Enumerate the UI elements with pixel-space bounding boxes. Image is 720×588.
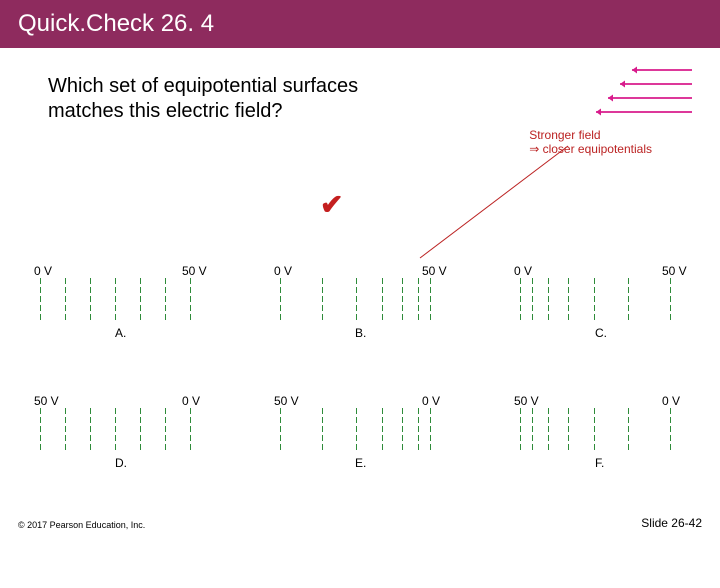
equipotential-line — [280, 278, 281, 323]
equipotential-line — [418, 408, 419, 453]
option-label: C. — [595, 326, 607, 340]
equipotential-line — [65, 278, 66, 323]
equipotential-line — [520, 408, 521, 453]
equipotential-line — [280, 408, 281, 453]
volt-label-right: 50 V — [662, 264, 687, 278]
content-area: Which set of equipotential surfaces matc… — [0, 48, 720, 540]
option-label: E. — [355, 456, 366, 470]
option-label: F. — [595, 456, 604, 470]
slide-title: Quick.Check 26. 4 — [18, 10, 214, 37]
equipotential-line — [40, 278, 41, 323]
equipotential-line — [594, 408, 595, 453]
equipotential-line — [520, 278, 521, 323]
equipotential-line — [548, 278, 549, 323]
option-label: A. — [115, 326, 126, 340]
equipotential-line — [140, 408, 141, 453]
equipotential-line — [90, 408, 91, 453]
equipotential-line — [418, 278, 419, 323]
equipotential-line — [382, 408, 383, 453]
equipotential-line — [322, 278, 323, 323]
volt-label-right: 0 V — [662, 394, 680, 408]
equipotential-line — [548, 408, 549, 453]
equipotential-line — [532, 408, 533, 453]
option-label: D. — [115, 456, 127, 470]
equipotential-line — [356, 408, 357, 453]
volt-label-right: 0 V — [182, 394, 200, 408]
equipotential-line — [670, 408, 671, 453]
equipotential-line — [628, 278, 629, 323]
equipotential-line — [140, 278, 141, 323]
volt-label-left: 50 V — [274, 394, 299, 408]
volt-label-right: 0 V — [422, 394, 440, 408]
equipotential-line — [594, 278, 595, 323]
equipotential-line — [165, 278, 166, 323]
equipotential-line — [430, 278, 431, 323]
equipotential-line — [356, 278, 357, 323]
equipotential-line — [322, 408, 323, 453]
volt-label-left: 50 V — [514, 394, 539, 408]
volt-label-left: 0 V — [274, 264, 292, 278]
equipotential-line — [65, 408, 66, 453]
equipotential-line — [115, 278, 116, 323]
equipotential-line — [115, 408, 116, 453]
copyright-text: © 2017 Pearson Education, Inc. — [18, 520, 145, 530]
options-container: 0 V 50 V A. 0 V 50 V B. 0 V 50 V C. 50 V 0 V D. 50 V… — [0, 48, 720, 528]
equipotential-line — [670, 278, 671, 323]
volt-label-left: 50 V — [34, 394, 59, 408]
equipotential-line — [190, 278, 191, 323]
volt-label-left: 0 V — [34, 264, 52, 278]
equipotential-line — [402, 278, 403, 323]
title-bar: Quick.Check 26. 4 — [0, 0, 720, 48]
volt-label-right: 50 V — [422, 264, 447, 278]
equipotential-line — [382, 278, 383, 323]
equipotential-line — [430, 408, 431, 453]
slide: Quick.Check 26. 4 Which set of equipoten… — [0, 0, 720, 540]
equipotential-line — [532, 278, 533, 323]
equipotential-line — [568, 408, 569, 453]
volt-label-left: 0 V — [514, 264, 532, 278]
equipotential-line — [40, 408, 41, 453]
volt-label-right: 50 V — [182, 264, 207, 278]
equipotential-line — [190, 408, 191, 453]
equipotential-line — [568, 278, 569, 323]
equipotential-line — [628, 408, 629, 453]
equipotential-line — [90, 278, 91, 323]
slide-number: Slide 26-42 — [641, 516, 702, 530]
option-label: B. — [355, 326, 366, 340]
equipotential-line — [402, 408, 403, 453]
equipotential-line — [165, 408, 166, 453]
